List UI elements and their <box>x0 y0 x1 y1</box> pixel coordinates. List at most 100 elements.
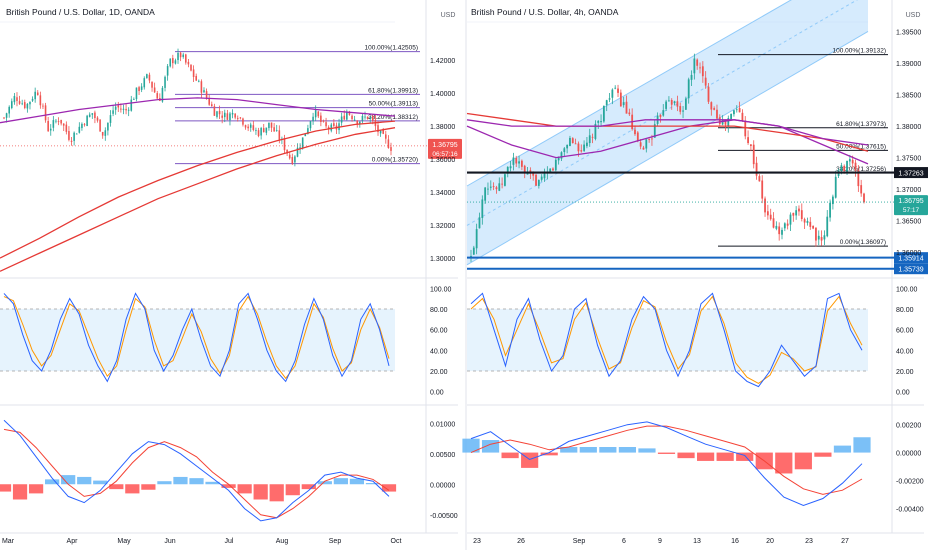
left-macd-histogram-bar[interactable] <box>269 484 284 502</box>
right-candle-body[interactable] <box>554 159 557 171</box>
right-channel-upper-line[interactable] <box>466 0 868 187</box>
right-candle-body[interactable] <box>733 110 735 115</box>
left-candle-body[interactable] <box>60 119 62 124</box>
right-stoch-k-line[interactable] <box>470 292 863 388</box>
left-candle-body[interactable] <box>88 114 91 117</box>
left-candle-body[interactable] <box>44 105 47 121</box>
right-candle-body[interactable] <box>560 152 563 159</box>
right-candle-body[interactable] <box>863 193 865 203</box>
left-candle-body[interactable] <box>223 112 226 118</box>
left-candle-body[interactable] <box>29 101 31 105</box>
left-candle-body[interactable] <box>208 98 210 105</box>
right-candle-body[interactable] <box>662 110 665 116</box>
left-candle-body[interactable] <box>312 116 314 122</box>
left-chart[interactable]: 100.00%(1.42505) 61.80%(1.39913) 50.00%(1.… <box>0 0 462 545</box>
left-candle-body[interactable] <box>379 130 382 134</box>
right-channel-mid-line[interactable] <box>466 0 868 226</box>
right-candle-body[interactable] <box>520 160 523 167</box>
right-candle-body[interactable] <box>693 58 696 74</box>
left-candle-body[interactable] <box>78 126 81 133</box>
left-candle-body[interactable] <box>133 99 135 100</box>
right-macd-histogram-bar[interactable] <box>814 452 832 457</box>
right-macd-histogram-bar[interactable] <box>638 448 656 453</box>
right-candle-body[interactable] <box>642 147 645 150</box>
left-candle-body[interactable] <box>179 52 182 58</box>
right-candle-body[interactable] <box>806 220 809 223</box>
left-candle-body[interactable] <box>177 52 179 61</box>
right-candle-body[interactable] <box>752 144 755 165</box>
right-candle-body[interactable] <box>653 124 656 138</box>
left-candle-body[interactable] <box>301 137 304 149</box>
left-macd-histogram-bar[interactable] <box>109 484 124 490</box>
left-candle-body[interactable] <box>348 112 351 115</box>
right-candle-body[interactable] <box>831 196 834 205</box>
right-candle-body[interactable] <box>851 159 854 164</box>
right-candle-body[interactable] <box>673 101 676 104</box>
left-stoch-k-line[interactable] <box>3 292 390 383</box>
right-candle-body[interactable] <box>478 217 481 229</box>
right-candle-body[interactable] <box>506 166 509 174</box>
left-candle-body[interactable] <box>314 110 317 118</box>
right-candle-body[interactable] <box>735 109 738 111</box>
left-candle-body[interactable] <box>325 122 327 127</box>
left-candle-body[interactable] <box>359 121 361 125</box>
right-level-tag-bg[interactable] <box>894 263 928 275</box>
right-candle-body[interactable] <box>800 210 803 219</box>
right-candle-body[interactable] <box>509 166 512 169</box>
left-candle-body[interactable] <box>68 131 70 140</box>
right-moving-average-line[interactable] <box>466 119 869 146</box>
left-candle-body[interactable] <box>47 121 49 132</box>
left-macd-histogram-bar[interactable] <box>141 484 156 490</box>
right-candle-body[interactable] <box>820 237 823 241</box>
left-macd-histogram-bar[interactable] <box>221 484 236 488</box>
right-candle-body[interactable] <box>552 168 554 171</box>
right-candle-body[interactable] <box>724 119 727 125</box>
left-candle-body[interactable] <box>101 132 104 136</box>
right-candle-body[interactable] <box>515 158 518 164</box>
right-chart[interactable]: 100.00%(1.39132) 61.80%(1.37973) 50.00%(1.… <box>462 0 928 545</box>
right-candle-body[interactable] <box>492 186 495 188</box>
right-candle-body[interactable] <box>659 114 662 118</box>
left-macd-histogram-bar[interactable] <box>237 484 252 494</box>
left-candle-body[interactable] <box>112 110 114 114</box>
left-candle-body[interactable] <box>130 99 133 111</box>
left-candle-body[interactable] <box>122 108 125 110</box>
right-candle-body[interactable] <box>668 100 670 102</box>
left-price-tag-bg[interactable] <box>428 138 462 159</box>
left-candle-body[interactable] <box>210 104 213 107</box>
right-candle-body[interactable] <box>721 120 724 125</box>
right-candle-body[interactable] <box>809 221 812 227</box>
right-candle-body[interactable] <box>583 144 585 151</box>
right-price-tag-bg[interactable] <box>894 195 928 216</box>
right-candle-body[interactable] <box>860 185 863 194</box>
left-moving-average-line[interactable] <box>0 127 396 272</box>
left-candle-body[interactable] <box>366 116 369 119</box>
right-candle-body[interactable] <box>769 214 772 220</box>
right-candle-body[interactable] <box>634 129 636 135</box>
left-candle-body[interactable] <box>346 111 348 120</box>
right-candle-body[interactable] <box>537 180 540 186</box>
left-candle-body[interactable] <box>190 64 192 71</box>
left-candle-body[interactable] <box>94 112 96 119</box>
left-candle-body[interactable] <box>10 101 13 109</box>
right-level-tag-bg[interactable] <box>894 167 928 179</box>
left-candle-body[interactable] <box>273 127 275 132</box>
right-candle-body[interactable] <box>588 135 591 144</box>
right-candle-body[interactable] <box>625 101 628 114</box>
left-candle-body[interactable] <box>387 139 390 149</box>
right-candle-body[interactable] <box>840 165 843 171</box>
right-candle-body[interactable] <box>571 138 574 143</box>
left-candle-body[interactable] <box>55 120 57 122</box>
right-stoch-d-line[interactable] <box>470 295 863 384</box>
left-candle-body[interactable] <box>317 111 320 117</box>
right-candle-body[interactable] <box>750 144 752 147</box>
right-candle-body[interactable] <box>608 98 611 100</box>
left-candle-body[interactable] <box>18 101 21 104</box>
right-candle-body[interactable] <box>512 157 515 165</box>
left-macd-histogram-bar[interactable] <box>317 481 332 485</box>
left-candle-body[interactable] <box>242 118 244 125</box>
left-macd-histogram-bar[interactable] <box>333 478 348 485</box>
left-moving-average-line[interactable] <box>0 120 396 259</box>
right-candle-body[interactable] <box>605 100 608 106</box>
left-macd-histogram-bar[interactable] <box>301 484 316 490</box>
